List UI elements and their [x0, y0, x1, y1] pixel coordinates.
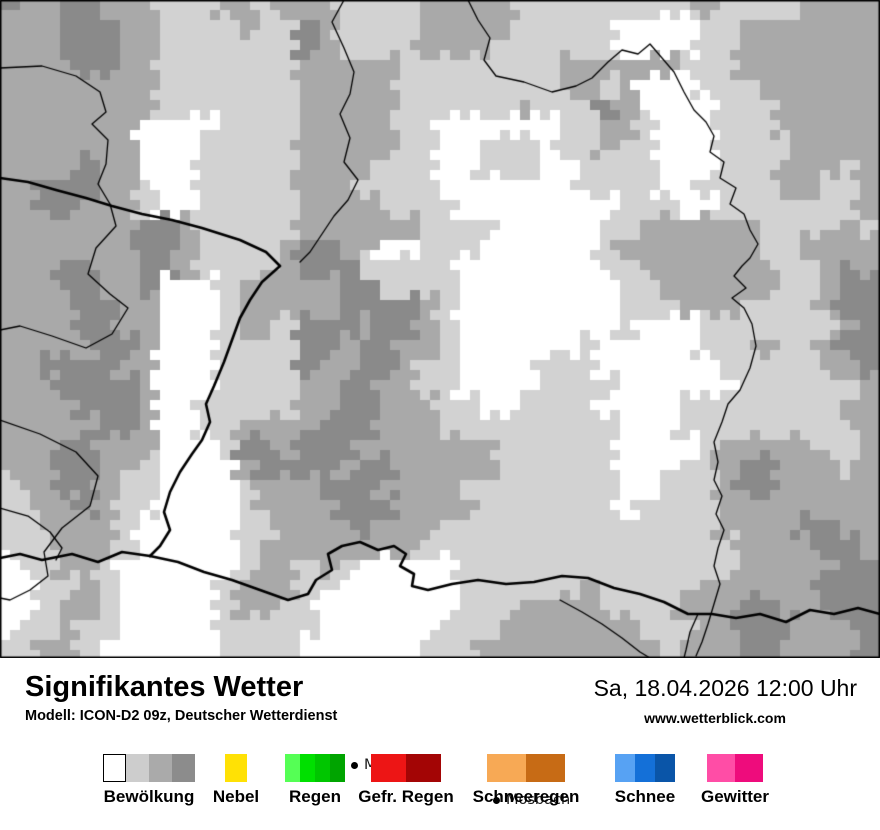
weather-map: MannheimMosbachHeilbronnKarlsruheStuttga…	[0, 0, 880, 808]
legend-swatch-cell	[707, 754, 735, 782]
legend-swatch-cell	[635, 754, 655, 782]
legend-swatch-cell	[371, 754, 406, 782]
legend-swatch-cell	[225, 754, 247, 782]
legend-swatch-cell	[655, 754, 675, 782]
page-title: Signifikantes Wetter	[25, 671, 304, 703]
legend-label: Gewitter	[700, 787, 770, 806]
legend-swatch-cell	[315, 754, 330, 782]
legend-swatch-cell	[487, 754, 526, 782]
legend-swatch-cell	[526, 754, 565, 782]
legend-swatch	[487, 754, 565, 782]
legend-swatch	[707, 754, 763, 782]
legend-swatch-cell	[300, 754, 315, 782]
legend-label: Nebel	[212, 787, 260, 806]
city-dot-icon	[492, 796, 500, 804]
legend-swatch-cell	[330, 754, 345, 782]
timestamp: Sa, 18.04.2026 12:00 Uhr	[593, 675, 857, 701]
legend-label: Schnee	[614, 787, 676, 806]
legend-label: Gefr. Regen	[358, 787, 454, 806]
legend-swatch	[225, 754, 247, 782]
weather-map-canvas	[0, 0, 880, 658]
legend-swatch-cell	[103, 754, 126, 782]
legend-label: Schneeregen	[472, 787, 580, 806]
legend-swatch-cell	[149, 754, 172, 782]
city-dot-icon	[350, 761, 358, 769]
legend-swatch	[103, 754, 195, 782]
legend-swatch	[285, 754, 345, 782]
legend-swatch-cell	[735, 754, 763, 782]
city-label: Mosbach	[506, 792, 571, 808]
legend-swatch-cell	[172, 754, 195, 782]
legend-swatch	[371, 754, 441, 782]
model-info: Modell: ICON-D2 09z, Deutscher Wetterdie…	[25, 708, 338, 724]
website-url: www.wetterblick.com	[644, 710, 786, 726]
legend-swatch-cell	[285, 754, 300, 782]
legend-swatch-cell	[406, 754, 441, 782]
legend-label: Bewölkung	[103, 787, 195, 806]
legend-swatch-cell	[126, 754, 149, 782]
legend-label: Regen	[289, 787, 341, 806]
legend-swatch-cell	[615, 754, 635, 782]
legend-swatch	[615, 754, 675, 782]
